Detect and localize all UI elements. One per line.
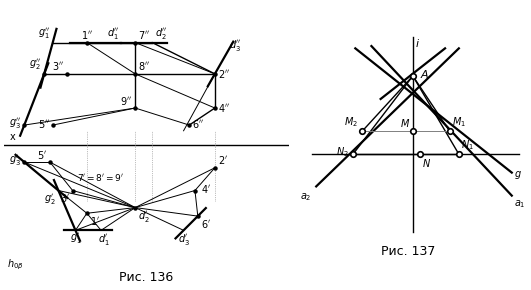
Text: $d_1'$: $d_1'$ <box>98 232 110 247</box>
Text: $2''$: $2''$ <box>218 68 230 80</box>
Text: $2'$: $2'$ <box>218 154 228 166</box>
Text: $g$: $g$ <box>514 169 522 181</box>
Text: $d_3''$: $d_3''$ <box>229 38 242 52</box>
Text: $a_1$: $a_1$ <box>514 198 526 210</box>
Text: $N_1$: $N_1$ <box>461 138 474 152</box>
Text: $d_2'$: $d_2'$ <box>138 209 150 224</box>
Text: $d_1''$: $d_1''$ <box>107 26 119 41</box>
Text: $i$: $i$ <box>415 37 420 49</box>
Text: Рис. 136: Рис. 136 <box>119 271 174 284</box>
Text: $M$: $M$ <box>400 117 410 129</box>
Text: $d_3'$: $d_3'$ <box>177 232 190 247</box>
Text: $g_1'$: $g_1'$ <box>70 232 81 246</box>
Text: $a_2$: $a_2$ <box>300 191 312 203</box>
Text: $N_2$: $N_2$ <box>336 145 348 159</box>
Text: $7'= 8'= 9'$: $7'= 8'= 9'$ <box>78 172 125 183</box>
Text: $g_1''$: $g_1''$ <box>38 26 50 41</box>
Text: $g_3''$: $g_3''$ <box>9 116 21 131</box>
Text: $1'$: $1'$ <box>90 215 100 227</box>
Text: $M_2$: $M_2$ <box>344 115 357 129</box>
Text: $4'$: $4'$ <box>201 183 211 195</box>
Text: $g_2'$: $g_2'$ <box>44 192 56 207</box>
Text: $g_2''$: $g_2''$ <box>29 58 41 72</box>
Text: $1''$: $1''$ <box>81 29 93 41</box>
Text: $A$: $A$ <box>419 68 429 80</box>
Text: $6''$: $6''$ <box>192 118 204 130</box>
Text: Рис. 137: Рис. 137 <box>381 245 435 258</box>
Text: $3''$: $3''$ <box>52 61 64 72</box>
Text: $M_1$: $M_1$ <box>452 115 466 129</box>
Text: $N$: $N$ <box>422 157 431 168</box>
Text: $5'$: $5'$ <box>37 149 47 161</box>
Text: $d_2''$: $d_2''$ <box>155 26 168 41</box>
Text: x: x <box>10 132 16 142</box>
Text: $9''$: $9''$ <box>121 95 132 107</box>
Text: $6'$: $6'$ <box>201 218 211 229</box>
Text: $4''$: $4''$ <box>218 102 230 114</box>
Text: $5''$: $5''$ <box>38 118 50 130</box>
Text: $8''$: $8''$ <box>138 61 150 72</box>
Text: $3'$: $3'$ <box>59 192 70 204</box>
Text: $g_3'$: $g_3'$ <box>10 153 21 168</box>
Text: $h_{0β}$: $h_{0β}$ <box>7 257 24 272</box>
Text: $7''$: $7''$ <box>138 29 150 41</box>
